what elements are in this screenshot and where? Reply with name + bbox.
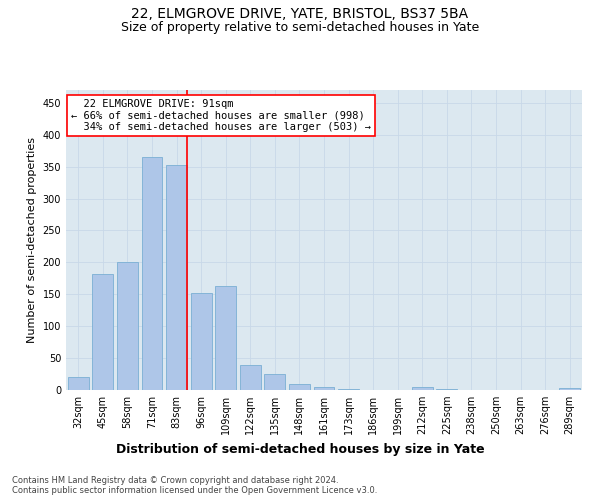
Bar <box>314 388 334 390</box>
Bar <box>559 388 580 390</box>
Bar <box>142 157 163 390</box>
Bar <box>289 384 310 390</box>
Bar <box>166 166 187 390</box>
Bar <box>412 387 433 390</box>
Text: 22 ELMGROVE DRIVE: 91sqm
← 66% of semi-detached houses are smaller (998)
  34% o: 22 ELMGROVE DRIVE: 91sqm ← 66% of semi-d… <box>71 99 371 132</box>
Text: 22, ELMGROVE DRIVE, YATE, BRISTOL, BS37 5BA: 22, ELMGROVE DRIVE, YATE, BRISTOL, BS37 … <box>131 8 469 22</box>
Bar <box>117 262 138 390</box>
Bar <box>265 374 286 390</box>
Text: Size of property relative to semi-detached houses in Yate: Size of property relative to semi-detach… <box>121 21 479 34</box>
Y-axis label: Number of semi-detached properties: Number of semi-detached properties <box>27 137 37 343</box>
Bar <box>191 293 212 390</box>
Bar <box>92 274 113 390</box>
Bar <box>338 388 359 390</box>
Bar <box>436 388 457 390</box>
Text: Contains HM Land Registry data © Crown copyright and database right 2024.
Contai: Contains HM Land Registry data © Crown c… <box>12 476 377 495</box>
Text: Distribution of semi-detached houses by size in Yate: Distribution of semi-detached houses by … <box>116 442 484 456</box>
Bar <box>240 365 261 390</box>
Bar <box>215 286 236 390</box>
Bar <box>68 376 89 390</box>
